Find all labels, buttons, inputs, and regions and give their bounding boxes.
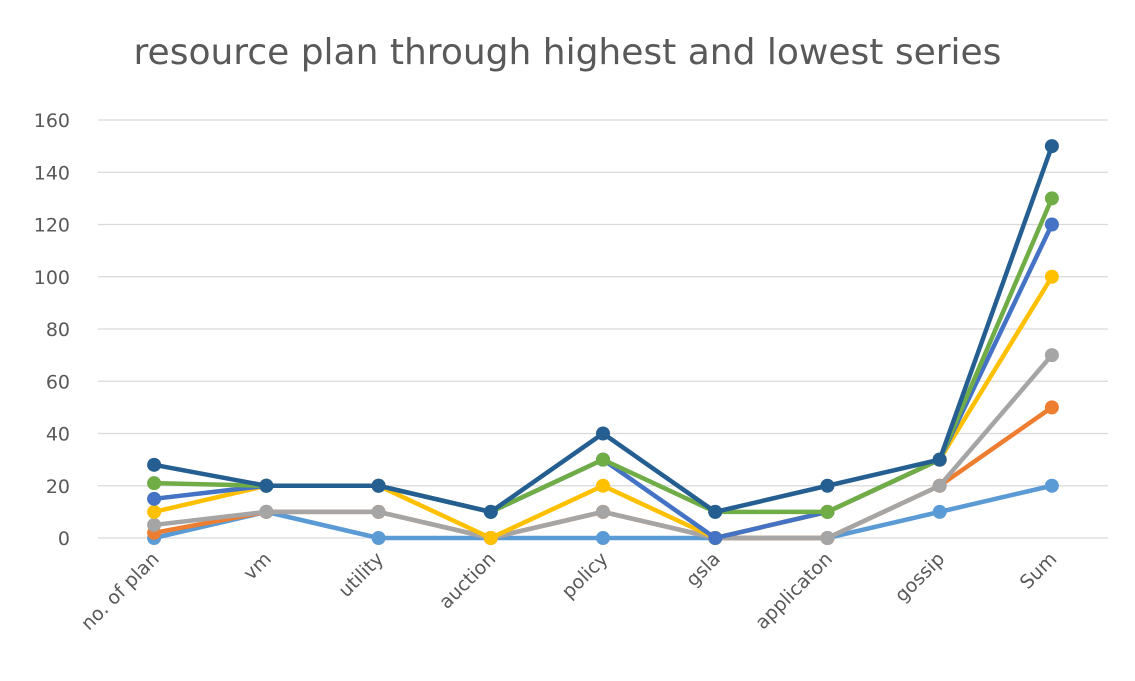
series-1	[147, 400, 1059, 545]
data-point	[1044, 348, 1059, 363]
data-point	[596, 426, 610, 441]
x-tick-label: gsla	[682, 548, 725, 591]
x-tick-label: Sum	[1016, 548, 1062, 594]
data-point	[596, 452, 610, 467]
data-point	[1044, 478, 1059, 493]
series-line	[151, 274, 1055, 541]
data-point	[147, 457, 162, 472]
y-axis-ticks: 0 20 40 60 80 100 120 140 160	[34, 110, 70, 550]
data-point	[820, 531, 835, 545]
data-point	[1044, 400, 1059, 415]
data-point	[1044, 139, 1059, 154]
data-point	[708, 531, 723, 545]
data-point	[371, 504, 386, 519]
series-3	[147, 269, 1059, 545]
x-tick-label: auction	[435, 548, 500, 613]
x-tick-label: vm	[239, 548, 276, 585]
data-point	[932, 452, 947, 467]
y-tick-label: 160	[34, 110, 70, 132]
x-tick-label: utility	[334, 548, 388, 602]
data-point	[147, 517, 162, 532]
y-tick-label: 0	[58, 528, 70, 550]
series-5	[147, 191, 1059, 519]
data-point	[147, 491, 162, 506]
x-tick-label: applicaton	[751, 548, 837, 634]
y-tick-label: 80	[46, 319, 70, 341]
data-point	[1044, 269, 1059, 284]
x-tick-label: gossip	[891, 548, 950, 607]
data-point	[147, 504, 162, 519]
data-point	[932, 478, 947, 493]
y-tick-label: 40	[46, 424, 70, 446]
data-point	[708, 504, 723, 519]
data-point	[820, 478, 835, 493]
data-point	[820, 504, 835, 519]
data-point	[371, 478, 386, 493]
x-tick-label: no. of plan	[77, 548, 164, 635]
series-lines	[147, 139, 1059, 545]
data-point	[1044, 217, 1059, 232]
data-point	[932, 504, 947, 519]
x-tick-label: policy	[557, 548, 612, 603]
data-point	[596, 531, 610, 545]
chart-title: resource plan through highest and lowest…	[133, 32, 1002, 73]
x-axis-ticks: no. of plan vm utility auction policy gsla app…	[77, 548, 1062, 635]
data-point	[259, 478, 274, 493]
y-tick-label: 60	[46, 371, 70, 393]
data-point	[1044, 191, 1059, 206]
data-point	[596, 504, 610, 519]
y-tick-label: 120	[34, 215, 70, 237]
data-point	[147, 476, 162, 491]
data-point	[596, 478, 610, 493]
y-tick-label: 20	[46, 476, 70, 498]
y-tick-label: 100	[34, 267, 70, 289]
data-point	[483, 504, 498, 519]
data-point	[483, 531, 498, 545]
data-point	[259, 504, 274, 519]
series-6	[147, 139, 1059, 519]
y-tick-label: 140	[34, 162, 70, 184]
data-point	[371, 531, 386, 545]
